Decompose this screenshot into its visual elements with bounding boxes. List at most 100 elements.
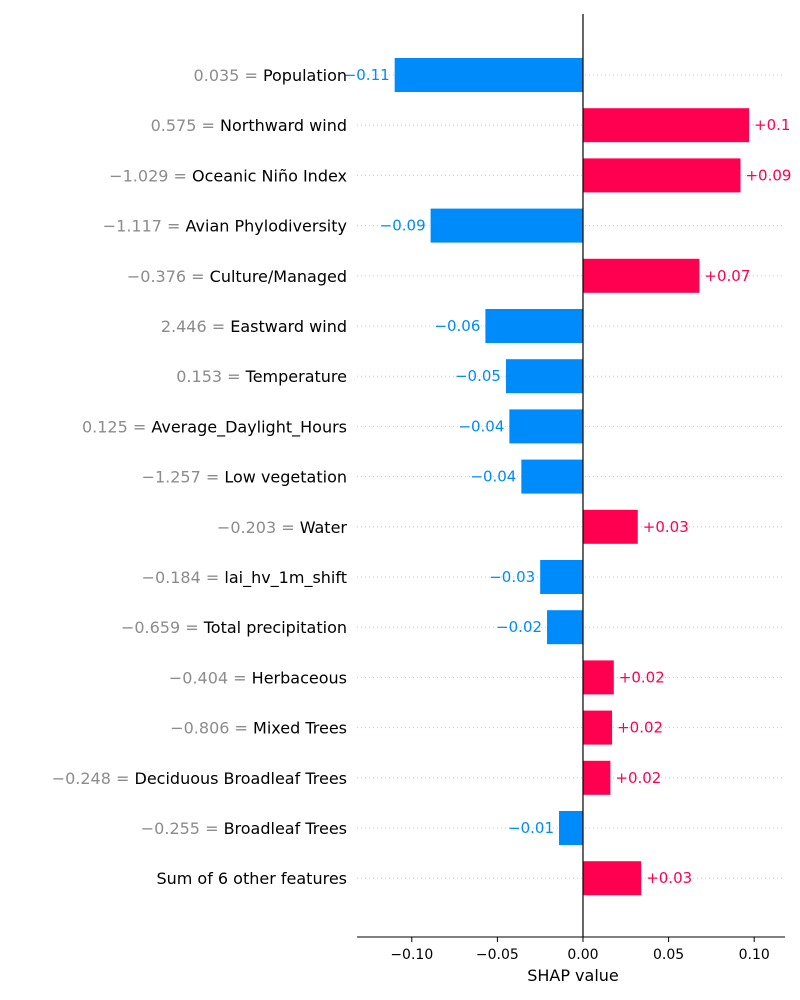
feature-value: −0.806	[170, 719, 229, 738]
feature-name: Culture/Managed	[210, 267, 347, 286]
feature-label: −0.184 = lai_hv_1m_shift	[142, 568, 347, 588]
bar-data-label: +0.02	[615, 769, 661, 787]
feature-label: −1.257 = Low vegetation	[142, 468, 347, 487]
feature-name: Oceanic Niño Index	[192, 166, 347, 185]
shap-bar	[547, 610, 583, 645]
feature-label: −0.806 = Mixed Trees	[170, 719, 347, 738]
x-tick-label: 0.00	[567, 947, 598, 963]
feature-value: −0.255	[141, 819, 200, 838]
x-tick-label: 0.05	[653, 947, 684, 963]
feature-label: −0.376 = Culture/Managed	[127, 267, 347, 286]
feature-value: −0.203	[217, 518, 276, 537]
equals-sign: =	[239, 66, 263, 85]
shap-bar	[582, 760, 611, 795]
feature-label: −1.029 = Oceanic Niño Index	[109, 166, 347, 185]
shap-bar	[582, 660, 614, 695]
bar-data-label: +0.02	[619, 668, 665, 686]
feature-label: −0.255 = Broadleaf Trees	[141, 819, 347, 838]
feature-value: 0.575	[151, 116, 197, 135]
feature-name: Mixed Trees	[253, 719, 347, 738]
equals-sign: =	[186, 267, 210, 286]
feature-label: Sum of 6 other features	[156, 869, 347, 888]
equals-sign: =	[180, 618, 204, 637]
feature-name: Temperature	[245, 367, 347, 386]
equals-sign: =	[229, 719, 253, 738]
feature-name: Population	[263, 66, 347, 85]
x-axis: −0.10 −0.05 0.00 0.05 0.10	[357, 936, 785, 963]
bar-data-label: −0.04	[470, 468, 516, 486]
equals-sign: =	[201, 468, 225, 487]
feature-name: Herbaceous	[252, 668, 347, 687]
shap-bar	[430, 208, 583, 243]
bar-data-label: −0.02	[496, 618, 542, 636]
x-tick-label: −0.10	[390, 947, 433, 963]
feature-name: Northward wind	[220, 116, 347, 135]
feature-label: −0.404 = Herbaceous	[169, 668, 347, 687]
feature-label-layer: −0.110.035 = Population+0.10.575 = North…	[52, 66, 792, 888]
equals-sign: =	[196, 116, 220, 135]
bar-data-label: +0.03	[643, 518, 689, 536]
feature-name: Average_Daylight_Hours	[151, 417, 347, 437]
equals-sign: =	[201, 568, 225, 587]
feature-value: −0.248	[52, 769, 111, 788]
shap-bar	[582, 258, 700, 293]
feature-name: Deciduous Broadleaf Trees	[135, 769, 348, 788]
shap-bar	[521, 459, 583, 494]
shap-bar	[509, 409, 583, 444]
shap-bar	[540, 560, 583, 594]
feature-name: Total precipitation	[203, 618, 347, 637]
feature-value: −1.117	[103, 217, 162, 236]
feature-name: Eastward wind	[230, 317, 347, 336]
shap-bar	[582, 710, 613, 745]
feature-name: Low vegetation	[224, 468, 347, 487]
feature-value: 2.446	[161, 317, 207, 336]
equals-sign: =	[222, 367, 246, 386]
feature-label: −0.248 = Deciduous Broadleaf Trees	[52, 769, 347, 788]
feature-label: 0.035 = Population	[194, 66, 347, 85]
bar-data-label: −0.04	[458, 417, 504, 435]
equals-sign: =	[276, 518, 300, 537]
bar-data-label: −0.03	[489, 568, 535, 586]
equals-sign: =	[162, 217, 186, 236]
feature-label: 0.153 = Temperature	[176, 367, 347, 386]
equals-sign: =	[111, 769, 135, 788]
x-tick-label: −0.05	[476, 947, 519, 963]
feature-label: −0.659 = Total precipitation	[121, 618, 347, 637]
feature-name: Sum of 6 other features	[156, 869, 347, 888]
shap-bar	[582, 861, 642, 896]
bar-data-label: −0.05	[455, 367, 501, 385]
bar-data-label: +0.03	[646, 869, 692, 887]
equals-sign: =	[207, 317, 231, 336]
bar-data-label: +0.02	[617, 719, 663, 737]
shap-bar	[582, 509, 638, 544]
equals-sign: =	[228, 668, 252, 687]
feature-label: −0.203 = Water	[217, 518, 348, 537]
feature-label: 0.125 = Average_Daylight_Hours	[82, 417, 347, 437]
feature-label: 2.446 = Eastward wind	[161, 317, 347, 336]
feature-value: −1.029	[109, 166, 168, 185]
bar-data-label: −0.01	[508, 819, 554, 837]
shap-bar	[582, 108, 750, 143]
feature-name: Water	[300, 518, 348, 537]
x-axis-title: SHAP value	[527, 966, 619, 985]
bar-data-label: +0.07	[704, 267, 750, 285]
shap-bar	[505, 359, 583, 394]
shap-bar	[394, 58, 583, 92]
feature-value: 0.125	[82, 417, 128, 436]
shap-bar	[582, 158, 741, 193]
feature-value: 0.153	[176, 367, 222, 386]
feature-value: −0.376	[127, 267, 186, 286]
bar-data-label: +0.09	[745, 166, 791, 184]
feature-value: −1.257	[142, 468, 201, 487]
equals-sign: =	[128, 417, 152, 436]
bar-layer	[394, 58, 750, 896]
bar-data-label: −0.11	[344, 66, 390, 84]
feature-value: −0.659	[121, 618, 180, 637]
bar-data-label: −0.09	[380, 217, 426, 235]
x-tick-label: 0.10	[739, 947, 770, 963]
equals-sign: =	[200, 819, 224, 838]
shap-bar	[485, 309, 583, 343]
feature-value: −0.184	[142, 568, 201, 587]
bar-data-label: −0.06	[434, 317, 480, 335]
